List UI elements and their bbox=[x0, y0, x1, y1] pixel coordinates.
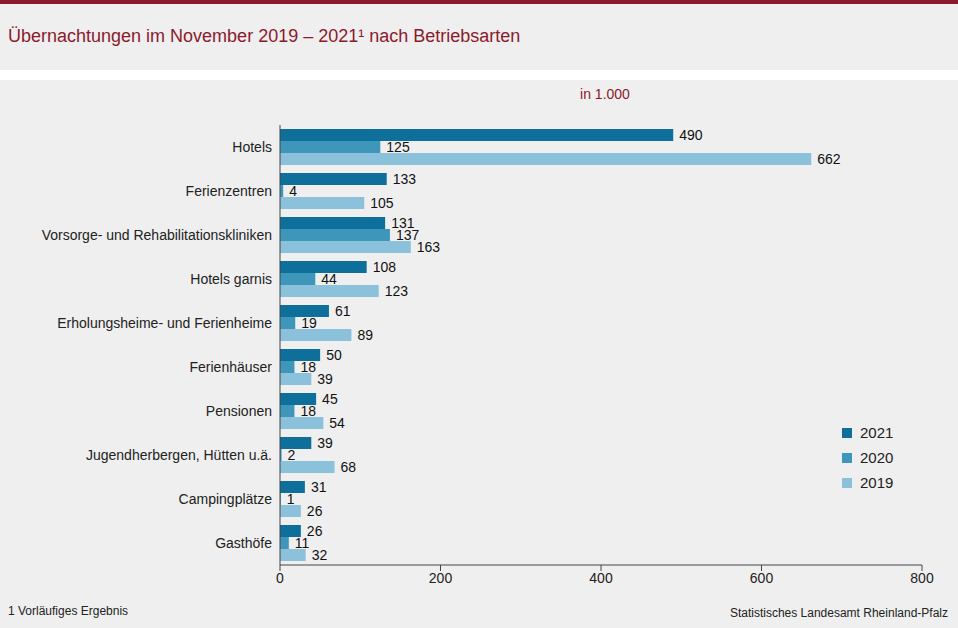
svg-text:137: 137 bbox=[395, 227, 420, 243]
svg-text:Pensionen: Pensionen bbox=[206, 403, 272, 419]
svg-text:54: 54 bbox=[329, 415, 345, 431]
svg-text:31: 31 bbox=[311, 479, 327, 495]
html-text:in 1.000: in 1.000 bbox=[580, 86, 630, 102]
svg-text:39: 39 bbox=[317, 371, 333, 387]
svg-text:Erholungsheime- und Ferienheim: Erholungsheime- und Ferienheime bbox=[57, 315, 272, 331]
svg-text:4: 4 bbox=[289, 183, 297, 199]
svg-text:Ferienhäuser: Ferienhäuser bbox=[190, 359, 273, 375]
svg-text:Campingplätze: Campingplätze bbox=[179, 491, 273, 507]
svg-text:Jugendherbergen, Hütten u.ä.: Jugendherbergen, Hütten u.ä. bbox=[86, 447, 272, 463]
svg-text:Ferienzentren: Ferienzentren bbox=[186, 183, 272, 199]
html-text:2019: 2019 bbox=[860, 474, 894, 491]
svg-text:131: 131 bbox=[391, 215, 415, 231]
svg-text:45: 45 bbox=[322, 391, 338, 407]
svg-text:Hotels: Hotels bbox=[232, 139, 272, 155]
svg-text:68: 68 bbox=[341, 459, 357, 475]
svg-text:133: 133 bbox=[393, 171, 417, 187]
html-text:Übernachtungen im November 201: Übernachtungen im November 2019 – 2021¹ … bbox=[8, 26, 521, 46]
svg-text:800: 800 bbox=[910, 570, 934, 586]
html-text:2020: 2020 bbox=[860, 449, 894, 466]
svg-text:600: 600 bbox=[750, 570, 774, 586]
svg-text:200: 200 bbox=[429, 570, 453, 586]
html-text:Statistisches Landesamt Rheinl: Statistisches Landesamt Rheinland-Pfalz bbox=[729, 606, 948, 620]
svg-text:2: 2 bbox=[288, 447, 296, 463]
svg-text:0: 0 bbox=[276, 570, 284, 586]
html-text:2021: 2021 bbox=[860, 424, 894, 441]
svg-text:125: 125 bbox=[386, 139, 410, 155]
svg-text:32: 32 bbox=[312, 547, 328, 563]
svg-text:Hotels garnis: Hotels garnis bbox=[190, 271, 272, 287]
svg-text:490: 490 bbox=[679, 127, 703, 143]
svg-text:18: 18 bbox=[300, 359, 316, 375]
svg-text:26: 26 bbox=[307, 503, 323, 519]
svg-text:108: 108 bbox=[373, 259, 397, 275]
svg-text:Vorsorge- und Rehabilitationsk: Vorsorge- und Rehabilitationskliniken bbox=[42, 227, 272, 243]
svg-text:89: 89 bbox=[357, 327, 373, 343]
svg-text:11: 11 bbox=[295, 535, 310, 551]
svg-text:39: 39 bbox=[317, 435, 333, 451]
svg-text:Gasthöfe: Gasthöfe bbox=[215, 535, 272, 551]
svg-text:123: 123 bbox=[385, 283, 409, 299]
svg-text:400: 400 bbox=[589, 570, 613, 586]
svg-text:19: 19 bbox=[301, 315, 317, 331]
svg-text:105: 105 bbox=[370, 195, 394, 211]
svg-text:61: 61 bbox=[335, 303, 351, 319]
svg-text:44: 44 bbox=[321, 271, 337, 287]
svg-text:1: 1 bbox=[287, 491, 295, 507]
svg-text:662: 662 bbox=[817, 151, 841, 167]
svg-text:26: 26 bbox=[306, 523, 323, 539]
svg-text:18: 18 bbox=[300, 403, 316, 419]
svg-text:163: 163 bbox=[417, 239, 441, 255]
html-text:1 Vorläufiges Ergebnis: 1 Vorläufiges Ergebnis bbox=[8, 604, 129, 618]
svg-text:50: 50 bbox=[326, 347, 342, 363]
